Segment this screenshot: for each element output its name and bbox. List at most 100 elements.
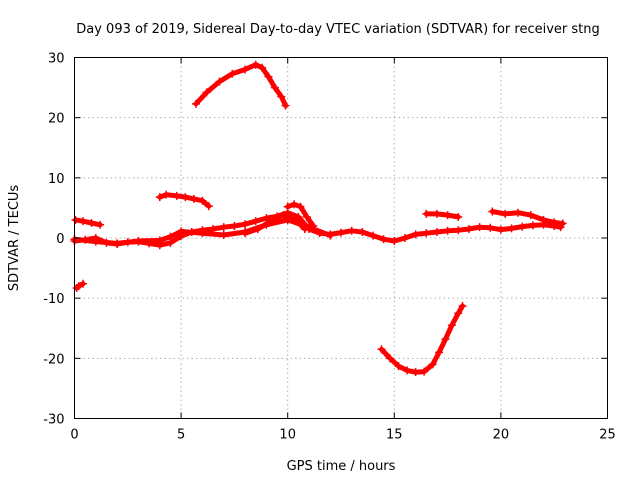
data-point: [528, 221, 537, 230]
data-point: [300, 224, 309, 233]
data-point: [177, 227, 186, 236]
data-point: [192, 99, 201, 108]
data-point: [283, 202, 292, 211]
data-point: [258, 63, 267, 72]
data-point: [432, 209, 441, 218]
data-point: [251, 217, 260, 226]
data-point: [71, 215, 80, 224]
data-point: [228, 69, 237, 78]
data-point: [422, 209, 431, 218]
data-point: [458, 301, 467, 310]
data-point: [270, 83, 279, 92]
data-point: [290, 200, 299, 209]
data-point: [411, 368, 420, 377]
data-point: [420, 367, 429, 376]
data-point: [264, 72, 273, 81]
data-point: [202, 88, 211, 97]
data-point: [251, 60, 260, 69]
y-tick-label: 20: [48, 112, 65, 127]
data-point: [454, 226, 463, 235]
y-tick-label: 30: [48, 52, 65, 67]
data-point: [347, 226, 356, 235]
data-point: [155, 193, 164, 202]
y-tick-label: -30: [43, 413, 64, 428]
data-point: [74, 282, 83, 291]
data-point: [302, 212, 311, 221]
data-point: [198, 229, 207, 238]
data-point: [558, 219, 567, 228]
data-point: [230, 221, 239, 230]
series-arc-8: [379, 303, 465, 375]
data-point: [486, 223, 495, 232]
data-point: [337, 228, 345, 237]
data-point: [290, 214, 299, 223]
data-point: [422, 229, 431, 238]
data-point: [296, 202, 305, 211]
data-point: [181, 193, 190, 202]
data-point: [377, 345, 386, 354]
data-point: [432, 227, 441, 236]
data-point: [441, 335, 450, 344]
data-point: [155, 236, 164, 245]
data-point: [411, 230, 420, 239]
data-point: [215, 77, 224, 86]
data-point: [162, 190, 171, 199]
data-plot: [70, 60, 567, 377]
y-tick-label: 10: [48, 172, 65, 187]
data-point: [241, 229, 250, 238]
data-point: [358, 227, 367, 236]
x-tick-label: 10: [279, 428, 296, 443]
y-axis-label: SDTVAR / TECUs: [7, 185, 22, 292]
data-point: [513, 208, 522, 217]
y-tick-label: -10: [43, 292, 64, 307]
data-point: [400, 234, 409, 242]
data-point: [253, 224, 262, 233]
data-point: [475, 223, 484, 232]
axis-ticks: 0 5 10 15 20 25 -30 -20 -10 0 10 20 30: [43, 52, 616, 443]
data-point: [326, 231, 335, 240]
data-point: [204, 202, 213, 211]
data-point: [96, 220, 105, 229]
data-point: [309, 221, 318, 230]
data-point: [166, 232, 175, 241]
data-point: [219, 223, 228, 232]
data-point: [518, 222, 527, 231]
data-point: [501, 209, 510, 218]
x-tick-label: 0: [70, 428, 78, 443]
data-point: [447, 321, 456, 330]
data-point: [79, 217, 88, 226]
data-point: [507, 224, 516, 233]
x-tick-label: 20: [493, 428, 510, 443]
data-point: [266, 217, 275, 226]
data-point: [464, 224, 473, 233]
data-point: [172, 191, 181, 200]
data-point: [219, 230, 228, 239]
grid: [74, 57, 608, 419]
data-point: [550, 218, 559, 227]
data-point: [189, 194, 198, 203]
data-point: [435, 348, 444, 357]
data-point: [443, 226, 452, 235]
data-point: [539, 215, 548, 224]
series-arc-9: [423, 211, 461, 220]
data-point: [488, 207, 497, 216]
x-tick-label: 15: [386, 428, 403, 443]
x-tick-label: 25: [599, 428, 616, 443]
chart-title: Day 093 of 2019, Sidereal Day-to-day VTE…: [76, 22, 600, 37]
data-point: [87, 218, 96, 227]
data-point: [279, 211, 288, 220]
x-axis-label: GPS time / hours: [287, 459, 396, 474]
data-point: [134, 237, 143, 246]
data-point: [379, 235, 388, 244]
data-point: [241, 220, 250, 229]
data-point: [386, 354, 395, 363]
data-point: [113, 239, 122, 248]
data-point: [241, 65, 250, 74]
data-point: [281, 101, 290, 110]
series-arc-6: [193, 62, 289, 109]
data-point: [368, 231, 377, 240]
data-point: [526, 211, 535, 220]
data-point: [454, 309, 463, 318]
data-point: [443, 211, 452, 220]
data-point: [394, 362, 403, 371]
